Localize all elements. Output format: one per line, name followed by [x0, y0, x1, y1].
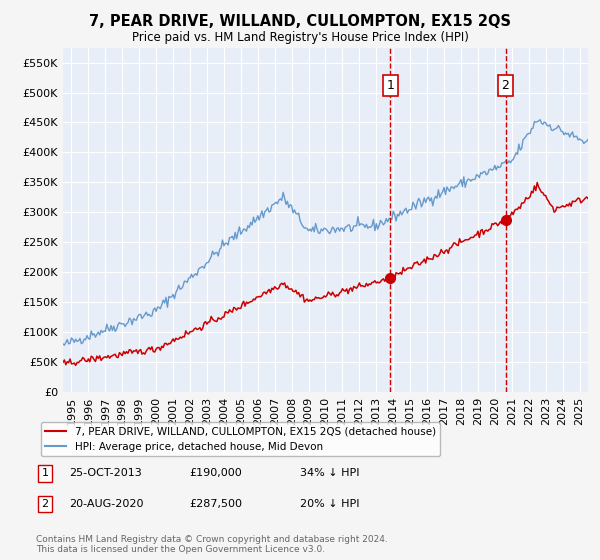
Text: 20% ↓ HPI: 20% ↓ HPI — [300, 499, 359, 509]
Text: £190,000: £190,000 — [189, 468, 242, 478]
Text: 1: 1 — [41, 468, 49, 478]
Text: Price paid vs. HM Land Registry's House Price Index (HPI): Price paid vs. HM Land Registry's House … — [131, 31, 469, 44]
Text: 2: 2 — [502, 79, 509, 92]
Text: £287,500: £287,500 — [189, 499, 242, 509]
Text: 20-AUG-2020: 20-AUG-2020 — [69, 499, 143, 509]
Text: Contains HM Land Registry data © Crown copyright and database right 2024.
This d: Contains HM Land Registry data © Crown c… — [36, 535, 388, 554]
Text: 34% ↓ HPI: 34% ↓ HPI — [300, 468, 359, 478]
Text: 25-OCT-2013: 25-OCT-2013 — [69, 468, 142, 478]
Text: 7, PEAR DRIVE, WILLAND, CULLOMPTON, EX15 2QS: 7, PEAR DRIVE, WILLAND, CULLOMPTON, EX15… — [89, 14, 511, 29]
Text: 2: 2 — [41, 499, 49, 509]
Text: 1: 1 — [386, 79, 394, 92]
Legend: 7, PEAR DRIVE, WILLAND, CULLOMPTON, EX15 2QS (detached house), HPI: Average pric: 7, PEAR DRIVE, WILLAND, CULLOMPTON, EX15… — [41, 422, 440, 456]
